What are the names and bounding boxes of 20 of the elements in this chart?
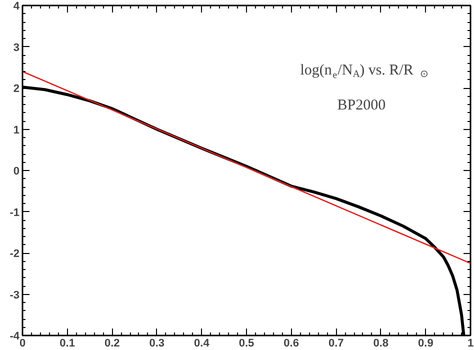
x-tick-label: 0.3 — [149, 338, 165, 350]
x-tick-label: 0.6 — [284, 338, 299, 350]
x-tick-label: 0.1 — [60, 338, 75, 350]
x-tick-label: 0.7 — [328, 338, 344, 350]
y-tick-label: 2 — [13, 83, 20, 95]
y-tick-label: 4 — [13, 0, 20, 12]
y-tick-label: -1 — [10, 206, 20, 219]
y-tick-label: 1 — [13, 124, 20, 136]
x-tick-label: 0.8 — [373, 338, 389, 350]
x-tick-label: 1 — [467, 338, 474, 350]
x-tick-label: 0.2 — [104, 338, 120, 350]
y-tick-label: 3 — [13, 42, 20, 54]
x-tick-label: 0.9 — [418, 338, 434, 350]
x-tick-label: 0.5 — [238, 338, 254, 350]
x-tick-label: 0.4 — [194, 338, 210, 350]
y-tick-label: -2 — [10, 248, 20, 260]
y-tick-label: -4 — [10, 330, 20, 342]
y-tick-label: -3 — [10, 289, 20, 302]
annotation: BP2000 — [337, 98, 386, 114]
y-tick-label: 0 — [13, 166, 20, 178]
